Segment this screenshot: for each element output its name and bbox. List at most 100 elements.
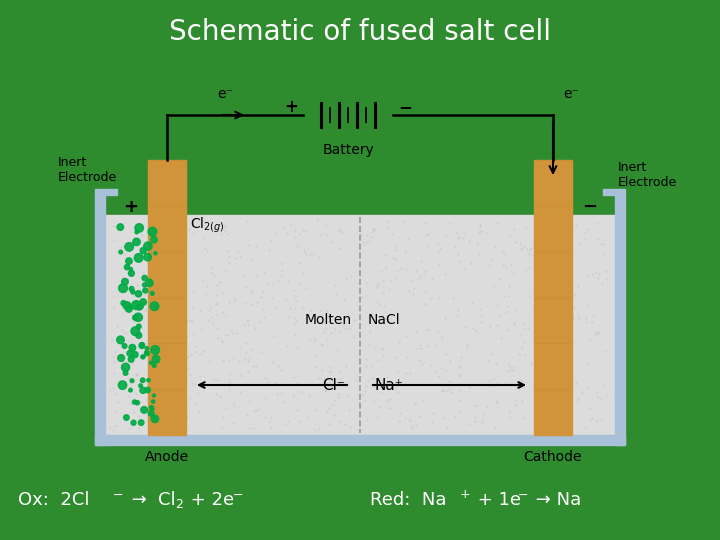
Circle shape [150, 292, 154, 295]
Circle shape [125, 306, 132, 312]
Circle shape [123, 371, 128, 375]
Circle shape [141, 355, 144, 359]
Circle shape [129, 388, 132, 392]
Circle shape [144, 253, 151, 261]
Text: −: − [582, 198, 597, 216]
Text: Cl$_{2(g)}$: Cl$_{2(g)}$ [190, 215, 225, 235]
Circle shape [129, 345, 135, 351]
Circle shape [153, 364, 156, 367]
Text: Cathode: Cathode [523, 450, 582, 464]
Circle shape [148, 410, 154, 416]
Circle shape [125, 265, 130, 270]
Circle shape [122, 279, 128, 285]
Circle shape [129, 287, 134, 291]
Text: −: − [518, 489, 528, 502]
Circle shape [138, 307, 140, 310]
Text: Battery: Battery [322, 143, 374, 157]
Text: Molten: Molten [305, 313, 352, 327]
Circle shape [145, 279, 153, 287]
Text: 2: 2 [175, 498, 183, 511]
Circle shape [128, 356, 134, 362]
Circle shape [132, 400, 137, 404]
Text: Inert
Electrode: Inert Electrode [618, 161, 678, 189]
Text: e⁻: e⁻ [217, 87, 233, 101]
Circle shape [124, 415, 129, 420]
Text: Inert
Electrode: Inert Electrode [58, 156, 117, 184]
Bar [148, 160, 186, 435]
Circle shape [136, 324, 141, 329]
Circle shape [132, 301, 140, 309]
Circle shape [123, 302, 131, 309]
Circle shape [140, 299, 146, 305]
Circle shape [131, 327, 140, 335]
Bar [95, 195, 105, 445]
Text: + 2e: + 2e [185, 491, 234, 509]
Circle shape [136, 302, 143, 310]
Text: →: → [126, 491, 153, 509]
Circle shape [136, 333, 142, 339]
Circle shape [150, 302, 159, 310]
Circle shape [140, 378, 145, 382]
Circle shape [130, 379, 134, 383]
Circle shape [150, 237, 157, 243]
Circle shape [139, 384, 143, 388]
Text: NaCl: NaCl [368, 313, 400, 327]
Circle shape [131, 290, 135, 294]
Circle shape [127, 350, 133, 356]
Circle shape [117, 336, 125, 344]
Circle shape [122, 343, 127, 348]
Circle shape [125, 242, 133, 251]
Circle shape [119, 250, 122, 254]
Bar [615, 195, 625, 445]
Text: +: + [460, 489, 471, 502]
Text: −: − [113, 489, 124, 502]
Circle shape [121, 301, 126, 306]
Circle shape [140, 247, 146, 254]
Circle shape [138, 420, 144, 426]
Circle shape [150, 406, 153, 409]
Text: e⁻: e⁻ [563, 87, 579, 101]
Text: Cl⁻: Cl⁻ [322, 377, 345, 393]
Circle shape [134, 313, 143, 321]
Circle shape [131, 420, 136, 426]
Text: Schematic of fused salt cell: Schematic of fused salt cell [169, 18, 551, 46]
Circle shape [126, 258, 132, 264]
Circle shape [129, 267, 132, 271]
Circle shape [132, 352, 138, 357]
Text: Red:  Na: Red: Na [370, 491, 446, 509]
Bar [534, 160, 572, 435]
Circle shape [151, 346, 160, 354]
Circle shape [118, 381, 127, 389]
Bar [95, 435, 625, 445]
Text: + 1e: + 1e [472, 491, 521, 509]
Bar [603, 189, 625, 195]
Circle shape [151, 400, 155, 403]
Text: Ox:  2Cl: Ox: 2Cl [18, 491, 89, 509]
Text: Anode: Anode [145, 450, 189, 464]
Circle shape [135, 230, 138, 234]
Circle shape [145, 351, 149, 356]
Circle shape [140, 387, 146, 394]
Circle shape [153, 394, 156, 397]
Circle shape [141, 407, 148, 413]
Circle shape [119, 284, 127, 293]
Circle shape [132, 238, 140, 246]
Circle shape [135, 254, 143, 262]
Circle shape [145, 350, 148, 354]
Circle shape [144, 242, 152, 251]
Circle shape [135, 401, 140, 405]
Circle shape [117, 224, 124, 231]
Circle shape [142, 275, 148, 281]
Circle shape [149, 361, 153, 365]
Circle shape [143, 283, 147, 287]
Circle shape [145, 347, 148, 350]
Circle shape [122, 363, 130, 372]
Text: +: + [123, 198, 138, 216]
Circle shape [147, 379, 150, 382]
Circle shape [135, 291, 142, 297]
Circle shape [152, 355, 160, 363]
Circle shape [135, 224, 143, 232]
Circle shape [154, 252, 157, 255]
Circle shape [140, 342, 145, 347]
Circle shape [151, 408, 154, 410]
